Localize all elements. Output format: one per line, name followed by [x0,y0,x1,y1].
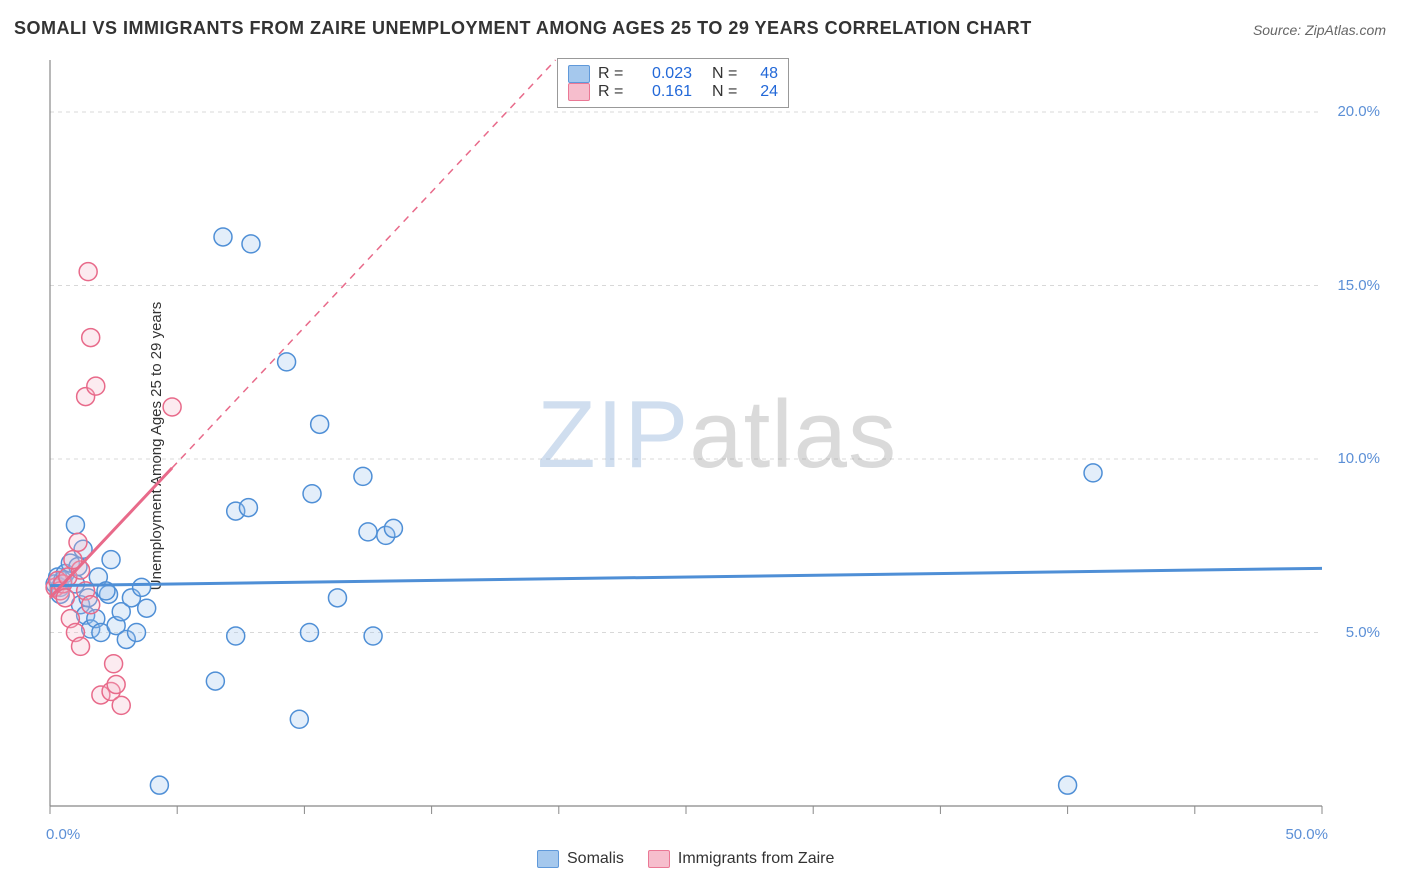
source-attribution: Source: ZipAtlas.com [1253,22,1386,38]
legend-swatch [648,850,670,868]
legend-series-item: Immigrants from Zaire [648,850,834,868]
axis-tick-label: 50.0% [1285,826,1328,843]
plot-area: Unemployment Among Ages 25 to 29 years Z… [42,52,1392,840]
legend-series-item: Somalis [537,850,624,868]
axis-tick-label: 5.0% [1346,624,1380,641]
r-label: R = [598,65,626,83]
legend-series-label: Somalis [567,850,624,868]
series-legend: Somalis Immigrants from Zaire [537,850,834,868]
axis-tick-label: 20.0% [1337,103,1380,120]
axis-tick-label: 10.0% [1337,450,1380,467]
correlation-legend: R = 0.023 N = 48 R = 0.161 N = 24 [557,58,789,108]
scatter-plot-svg [42,52,1392,840]
axis-tick-label: 15.0% [1337,277,1380,294]
legend-stat-row: R = 0.161 N = 24 [568,83,778,101]
chart-title: SOMALI VS IMMIGRANTS FROM ZAIRE UNEMPLOY… [14,18,1032,39]
legend-stat-row: R = 0.023 N = 48 [568,65,778,83]
legend-swatch [568,83,590,101]
n-label: N = [712,83,740,101]
legend-swatch [537,850,559,868]
legend-series-label: Immigrants from Zaire [678,850,834,868]
n-value: 48 [748,65,778,83]
r-value: 0.023 [634,65,692,83]
r-value: 0.161 [634,83,692,101]
axis-tick-label: 0.0% [46,826,80,843]
n-label: N = [712,65,740,83]
r-label: R = [598,83,626,101]
n-value: 24 [748,83,778,101]
legend-swatch [568,65,590,83]
